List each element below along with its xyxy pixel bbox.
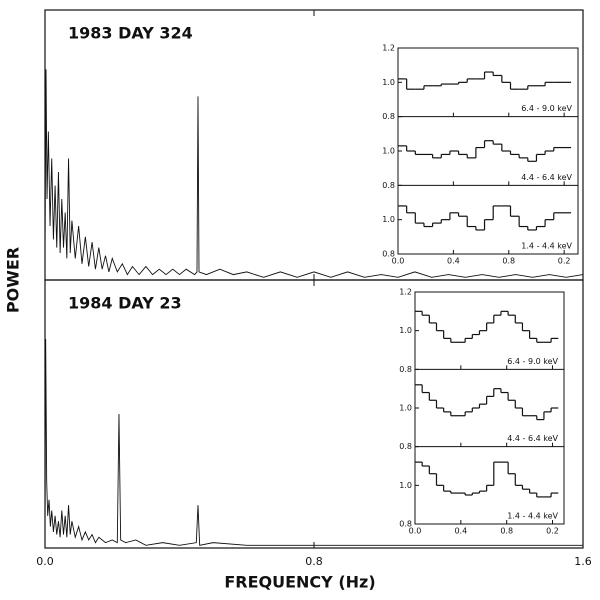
inset-y-tick-label: 1.2: [399, 288, 412, 297]
inset-y-tick-label: 0.8: [399, 365, 412, 374]
energy-band-label: 4.4 - 6.4 keV: [507, 434, 558, 443]
inset-x-tick-label: 0.0: [392, 257, 405, 266]
energy-band-label: 1.4 - 4.4 keV: [507, 512, 558, 521]
power-spectrum: [44, 69, 584, 278]
inset-y-tick-label: 1.0: [382, 78, 395, 87]
x-axis-label: FREQUENCY (Hz): [224, 573, 375, 592]
inset-y-tick-label: 0.8: [399, 442, 412, 451]
inset-y-tick-label: 1.0: [399, 481, 412, 490]
inset-y-tick-label: 1.0: [399, 326, 412, 335]
inset-y-tick-label: 1.0: [382, 147, 395, 156]
energy-band-label: 4.4 - 6.4 keV: [521, 173, 572, 182]
x-tick-label: 0.0: [36, 555, 54, 568]
panel-title: 1983 DAY 324: [68, 24, 193, 43]
inset-y-tick-label: 1.2: [382, 44, 395, 53]
inset-x-tick-label: 0.4: [454, 527, 467, 536]
inset-y-tick-label: 1.0: [399, 404, 412, 413]
energy-band-label: 1.4 - 4.4 keV: [521, 242, 572, 251]
x-tick-label: 1.6: [574, 555, 592, 568]
inset-y-tick-label: 0.8: [399, 520, 412, 529]
inset-x-tick-label: 0.8: [500, 527, 513, 536]
y-axis-label: POWER: [4, 247, 23, 313]
power-spectrum: [44, 338, 583, 546]
inset-x-tick-label: 0.2: [558, 257, 571, 266]
x-tick-label: 0.8: [305, 555, 323, 568]
inset-x-tick-label: 0.4: [447, 257, 460, 266]
inset-y-tick-label: 0.8: [382, 250, 395, 259]
inset-y-tick-label: 0.8: [382, 112, 395, 121]
inset-x-tick-label: 0.0: [409, 527, 422, 536]
panel-title: 1984 DAY 23: [68, 294, 182, 313]
inset-y-tick-label: 1.0: [382, 215, 395, 224]
inset-y-tick-label: 0.8: [382, 181, 395, 190]
energy-band-label: 6.4 - 9.0 keV: [521, 104, 572, 113]
energy-band-label: 6.4 - 9.0 keV: [507, 357, 558, 366]
inset-x-tick-label: 0.8: [502, 257, 515, 266]
inset-x-tick-label: 0.2: [546, 527, 559, 536]
